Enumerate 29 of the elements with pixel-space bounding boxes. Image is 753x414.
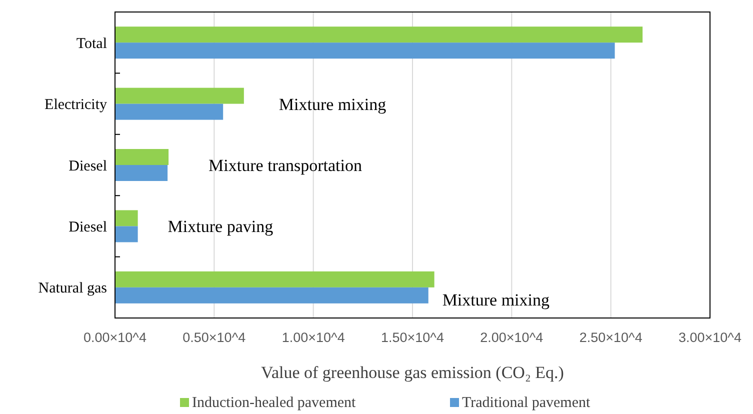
annotation: Mixture mixing	[442, 290, 550, 310]
annotation: Mixture mixing	[278, 94, 387, 114]
x-tick-label: 3.00×10^4	[678, 330, 742, 345]
bar	[115, 210, 138, 226]
y-tick-label: Electricity	[44, 97, 108, 114]
annotation: Mixture paving	[168, 217, 274, 236]
legend-label: Traditional pavement	[462, 395, 592, 411]
x-tick-label: 0.00×10^4	[83, 330, 147, 345]
annotation: Mixture transportation	[208, 156, 362, 175]
bar	[115, 104, 224, 120]
bar	[115, 88, 244, 104]
bar	[115, 26, 643, 43]
bar	[115, 149, 169, 165]
y-tick-label: Total	[76, 36, 107, 52]
x-axis-title: Value of greenhouse gas emission (CO₂ Eq.)	[261, 363, 564, 382]
x-tick-label: 0.50×10^4	[182, 330, 246, 345]
y-tick-label: Natural gas	[38, 280, 108, 297]
bar	[115, 287, 428, 304]
legend-label: Induction-healed pavement	[192, 395, 357, 411]
bar	[115, 226, 138, 242]
bar	[115, 165, 168, 181]
y-tick-label: Diesel	[68, 219, 107, 236]
x-tick-label: 1.00×10^4	[282, 330, 346, 345]
bar	[115, 42, 615, 59]
y-tick-label: Diesel	[68, 158, 107, 174]
x-tick-label: 2.00×10^4	[480, 330, 544, 345]
x-tick-label: 2.50×10^4	[579, 330, 643, 345]
x-tick-label: 1.50×10^4	[380, 330, 444, 345]
bar	[115, 271, 434, 288]
